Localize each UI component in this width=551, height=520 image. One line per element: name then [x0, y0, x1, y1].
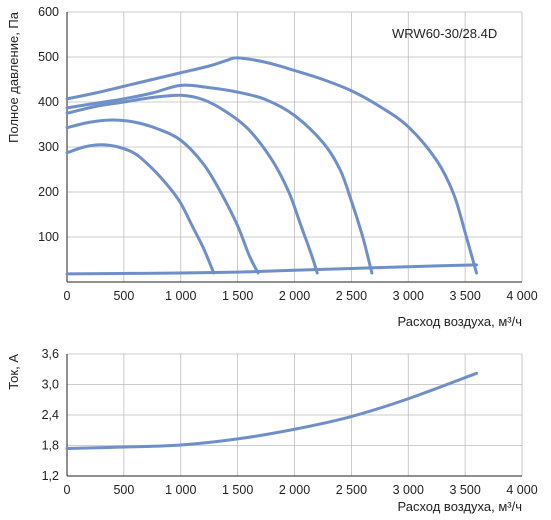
- x-axis-title: Расход воздуха, м³/ч: [397, 499, 522, 514]
- y-tick-label: 1,8: [42, 439, 59, 453]
- x-tick-label: 4 000: [506, 289, 537, 303]
- x-tick-label: 1 500: [222, 289, 253, 303]
- x-tick-label: 2 500: [336, 483, 367, 497]
- y-tick-label: 2,4: [42, 408, 59, 422]
- x-tick-label: 1 000: [165, 483, 196, 497]
- series-line-6: [65, 263, 478, 276]
- series-line-5: [65, 143, 216, 275]
- x-tick-label: 500: [113, 289, 134, 303]
- chart-2: 0 500 1 000 1 500 2 000 2 500 3 000 3 500 4 000 1…: [6, 347, 538, 514]
- y-tick-label: 3,0: [42, 378, 59, 392]
- x-tick-label: 2 000: [279, 289, 310, 303]
- series-line-3: [65, 93, 319, 275]
- y-axis-title: Ток, А: [6, 354, 21, 390]
- x-tick-label: 4 000: [506, 483, 537, 497]
- series-line-2: [65, 83, 374, 275]
- y-tick-label: 100: [38, 230, 59, 244]
- x-tick-label: 3 000: [393, 289, 424, 303]
- y-tick-label: 500: [38, 50, 59, 64]
- x-tick-label: 3 500: [449, 483, 480, 497]
- model-label: WRW60-30/28.4D: [392, 26, 497, 41]
- chart-1: 0 500 1 000 1 500 2 000 2 500 3 000 3 500 4 000 1…: [6, 5, 538, 329]
- y-tick-label: 400: [38, 95, 59, 109]
- x-tick-label: 1 500: [222, 483, 253, 497]
- y-tick-label: 600: [38, 5, 59, 19]
- x-tick-label: 500: [113, 483, 134, 497]
- x-tick-label: 3 000: [393, 483, 424, 497]
- x-tick-label: 3 500: [449, 289, 480, 303]
- x-tick-label: 1 000: [165, 289, 196, 303]
- y-tick-label: 200: [38, 185, 59, 199]
- series-line-1: [65, 371, 478, 451]
- y-tick-label: 300: [38, 140, 59, 154]
- x-tick-label: 0: [64, 289, 71, 303]
- x-tick-label: 2 500: [336, 289, 367, 303]
- x-tick-label: 2 000: [279, 483, 310, 497]
- series-line-1: [65, 56, 478, 275]
- y-axis-title: Полное давление, Па: [6, 11, 21, 143]
- x-tick-label: 0: [64, 483, 71, 497]
- y-tick-label: 1,2: [42, 469, 59, 483]
- series-line-4: [65, 118, 260, 275]
- x-axis-title: Расход воздуха, м³/ч: [397, 314, 522, 329]
- y-tick-label: 3,6: [42, 347, 59, 361]
